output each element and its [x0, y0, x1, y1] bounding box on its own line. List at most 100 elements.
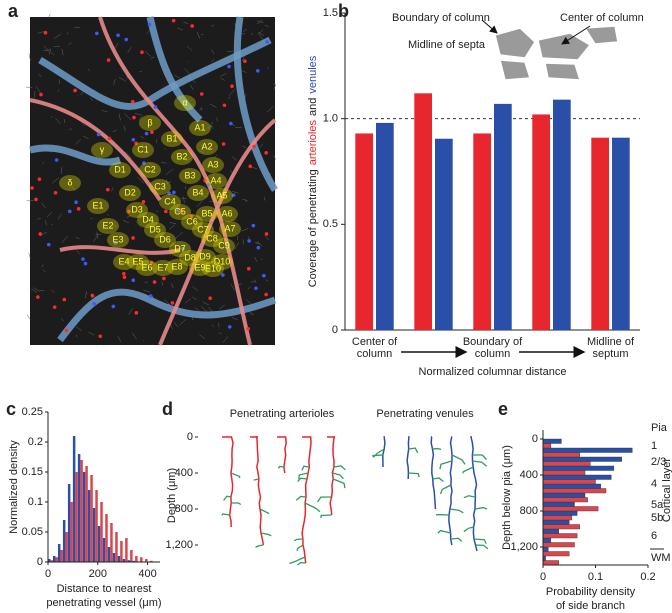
- x-axis-label: Normalized columnar distance: [419, 366, 567, 378]
- category-label-box: Boundary of column: [463, 336, 522, 360]
- side-branch: [317, 496, 332, 503]
- texture: [147, 161, 152, 166]
- bar: [494, 103, 512, 330]
- column-schematic: [583, 25, 619, 45]
- barrel-label: E10: [205, 263, 221, 273]
- side-branch: [255, 544, 264, 548]
- texture: [263, 196, 266, 201]
- penetrating-vessel: [190, 24, 195, 28]
- texture: [230, 283, 235, 291]
- inset-label: Center of column: [560, 12, 644, 24]
- barrel: [196, 139, 218, 155]
- histogram-bar: [48, 559, 51, 562]
- texture: [60, 317, 64, 322]
- barrel-label: C2: [144, 164, 156, 174]
- penetrating-vessel: [181, 246, 185, 251]
- barrel: [179, 168, 201, 184]
- barrel: [109, 162, 131, 178]
- penetrating-vessel: [152, 280, 157, 284]
- penetrating-vessel: [81, 257, 85, 261]
- penetrating-vessel: [39, 92, 43, 97]
- texture: [200, 306, 208, 312]
- histogram-bar: [150, 560, 153, 562]
- x-tick-label: Center of column: [351, 336, 398, 360]
- side-branch: [298, 472, 309, 480]
- bar: [542, 542, 575, 548]
- penetrating-vessel: [206, 183, 211, 187]
- texture: [179, 319, 187, 326]
- texture: [187, 45, 193, 51]
- texture: [48, 13, 51, 18]
- barrel-label: D2: [124, 187, 136, 197]
- penetrating-vessel: [113, 241, 118, 245]
- side-branch: [297, 561, 306, 566]
- texture: [220, 77, 225, 81]
- histogram-bar: [77, 454, 81, 562]
- penetrating-vessel: [265, 40, 269, 44]
- texture: [200, 107, 202, 111]
- texture: [206, 191, 209, 196]
- texture: [220, 72, 227, 77]
- barrel: [202, 261, 224, 277]
- barrel: [166, 259, 188, 275]
- penetrating-vessel: [203, 178, 207, 183]
- y-axis-label-part: venules: [307, 55, 319, 93]
- texture: [100, 149, 105, 153]
- bar: [542, 497, 588, 503]
- barrel-label: E6: [141, 262, 152, 272]
- y-axis-label-part: Coverage of penetrating: [307, 169, 319, 287]
- texture: [28, 252, 31, 258]
- barrel: [139, 115, 161, 131]
- y-axis-label-part: and: [307, 98, 319, 116]
- bar: [542, 488, 607, 494]
- bar: [542, 528, 559, 534]
- texture: [75, 237, 80, 239]
- y-tick-label: 0: [37, 556, 43, 568]
- texture: [273, 84, 277, 90]
- side-branch: [332, 478, 346, 489]
- vessel-trace: [283, 436, 287, 474]
- barrel-label: D9: [199, 251, 211, 261]
- side-branch: [408, 472, 420, 478]
- barrel: [87, 198, 109, 214]
- penetrating-vessel: [37, 177, 42, 181]
- barrel: [202, 157, 224, 173]
- texture: [207, 121, 214, 129]
- side-branch: [450, 537, 463, 542]
- texture: [49, 48, 51, 55]
- artery: [158, 118, 277, 346]
- side-branch: [259, 508, 270, 515]
- histogram-bar: [112, 553, 116, 562]
- texture: [184, 298, 191, 304]
- bar: [542, 438, 562, 444]
- barrel-label: δ: [67, 177, 72, 187]
- barrel: [189, 120, 211, 136]
- texture: [211, 173, 215, 178]
- side-branch: [221, 513, 230, 516]
- texture: [117, 336, 122, 343]
- histogram-bar: [140, 557, 143, 562]
- y-tick-label: 1,200: [165, 539, 193, 551]
- barrel-label: C7: [197, 224, 209, 234]
- side-branch: [475, 544, 489, 550]
- texture: [261, 258, 263, 261]
- side-branch: [451, 454, 466, 465]
- penetrating-vessel: [153, 105, 158, 109]
- penetrating-vessel: [254, 286, 258, 291]
- texture: [138, 114, 143, 121]
- texture: [31, 288, 38, 293]
- side-branch: [289, 556, 306, 565]
- texture: [236, 235, 239, 241]
- penetrating-vessel: [107, 136, 112, 141]
- texture: [228, 89, 236, 96]
- barrel-label: A3: [207, 159, 218, 169]
- side-branch: [304, 502, 321, 513]
- texture: [166, 168, 174, 175]
- column-schematic: [544, 62, 582, 81]
- texture: [57, 89, 60, 93]
- vein: [233, 16, 278, 192]
- texture: [195, 307, 200, 312]
- texture: [35, 86, 41, 94]
- texture: [254, 279, 257, 283]
- layer-label: 2/3: [651, 456, 666, 468]
